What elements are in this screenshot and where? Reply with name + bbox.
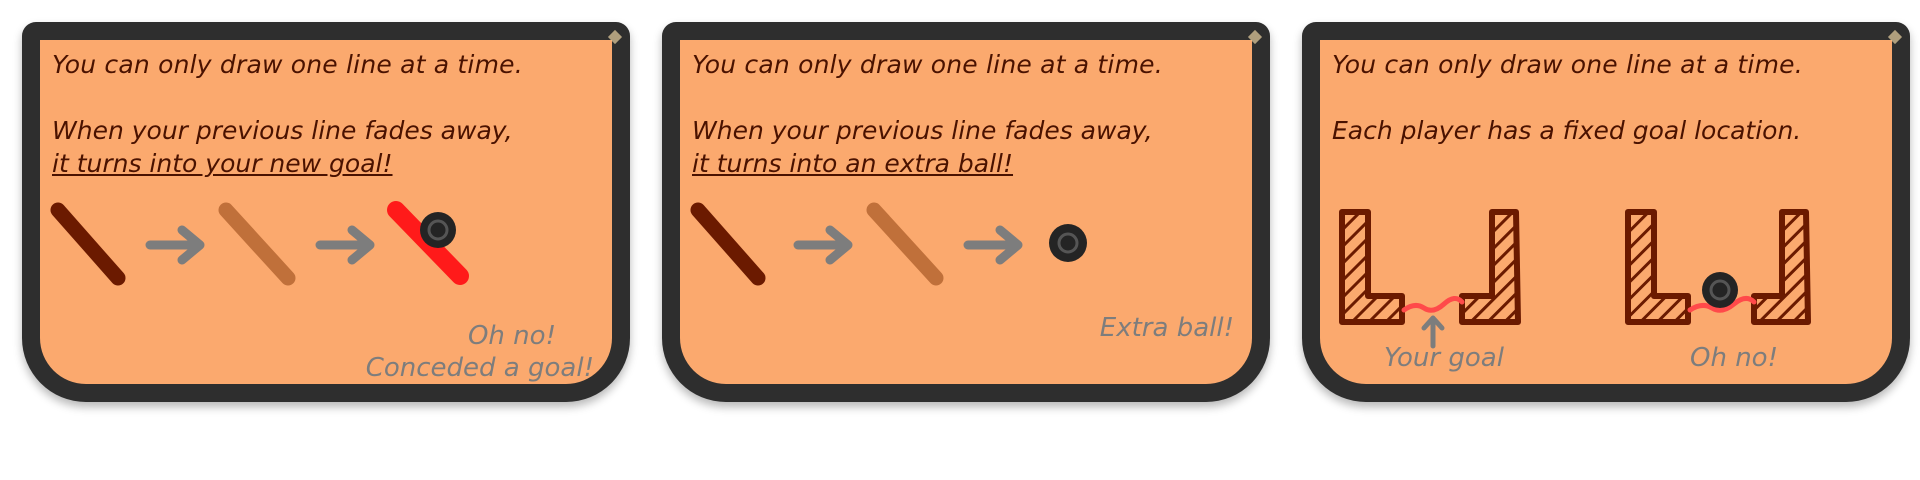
ball-icon: [420, 212, 456, 248]
drawn-line-stroke: [50, 202, 126, 286]
faded-line-stroke: [218, 202, 296, 286]
description-line: When your previous line fades away,: [692, 116, 1153, 145]
panel-title: You can only draw one line at a time.: [1332, 50, 1803, 79]
panel-description: When your previous line fades away, it t…: [692, 114, 1153, 180]
caption-oh-no: Oh no!: [467, 321, 556, 351]
faded-line-stroke: [866, 202, 944, 286]
ball-icon: [1049, 224, 1087, 262]
arrow-right-icon: [793, 225, 853, 265]
goal-line-stroke: [1401, 296, 1465, 313]
description-line: When your previous line fades away,: [52, 116, 513, 145]
goal-post-icon: [1751, 209, 1811, 325]
goal-post-icon: [1625, 209, 1691, 325]
panel-title: You can only draw one line at a time.: [692, 50, 1163, 79]
description-line: Each player has a fixed goal location.: [1332, 116, 1802, 145]
arrow-right-icon: [963, 225, 1023, 265]
arrow-right-icon: [315, 225, 375, 265]
description-highlight: it turns into your new goal!: [52, 149, 393, 178]
panel-illustration: [690, 202, 1087, 286]
tutorial-panel-extra-ball: You can only draw one line at a time. Wh…: [662, 22, 1270, 402]
goal-line-stroke: [1687, 296, 1757, 313]
panel-description: Each player has a fixed goal location.: [1332, 114, 1801, 147]
caption-conceded: Conceded a goal!: [365, 353, 594, 383]
caption-oh-no: Oh no!: [1690, 343, 1779, 373]
tutorial-panel-goal: You can only draw one line at a time. Wh…: [22, 22, 630, 402]
caption-extra-ball: Extra ball!: [1099, 313, 1234, 343]
caption-your-goal: Your goal: [1384, 343, 1504, 373]
description-highlight: it turns into an extra ball!: [692, 149, 1014, 178]
goal-post-icon: [1339, 209, 1405, 325]
panel-description: When your previous line fades away, it t…: [52, 114, 513, 180]
panel-illustration: [1339, 209, 1811, 349]
panel-title: You can only draw one line at a time.: [52, 50, 523, 79]
arrow-up-icon: [1421, 315, 1445, 349]
ball-icon: [1702, 272, 1738, 308]
tutorial-panel-fixed-goal: You can only draw one line at a time. Ea…: [1302, 22, 1910, 402]
panel-illustration: [50, 201, 469, 286]
drawn-line-stroke: [690, 202, 766, 286]
arrow-right-icon: [145, 225, 205, 265]
goal-post-icon: [1459, 209, 1521, 325]
